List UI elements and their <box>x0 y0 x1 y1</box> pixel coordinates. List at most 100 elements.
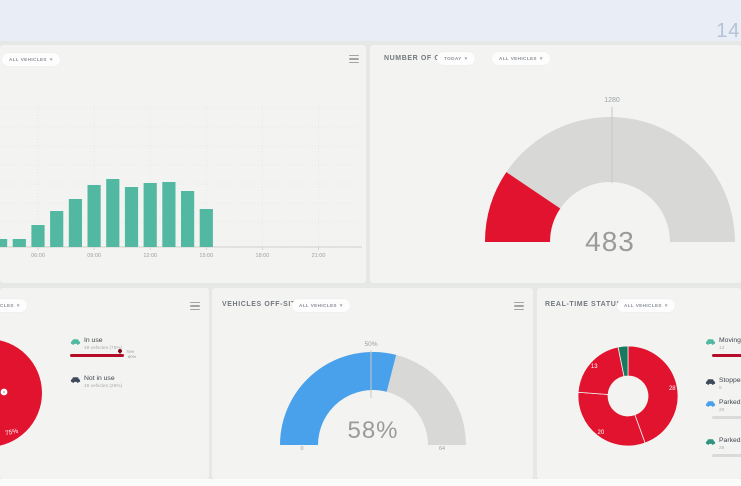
gauge-value: 58% <box>347 417 398 444</box>
bar[interactable] <box>12 239 26 247</box>
topbar: 14: <box>0 0 741 42</box>
chevron-down-icon: ▾ <box>539 55 543 62</box>
donut-segment[interactable] <box>577 391 646 447</box>
bar[interactable] <box>87 185 101 247</box>
bar[interactable] <box>181 191 195 247</box>
chevron-down-icon: ▾ <box>339 302 343 309</box>
donut-segment[interactable] <box>627 345 679 444</box>
panel-vehicles-off-site: VEHICLES OFF-SITE ALL VEHICLES ▾ 50% 58% 0… <box>212 288 533 479</box>
real-time-status-donut-chart: 28 20 13 <box>577 345 679 447</box>
realtime-legend: Moving 13 Stopped 5 Parked 20 Parked 28 <box>705 333 741 473</box>
clock: 14: <box>716 20 741 42</box>
legend-item-not-in-use[interactable]: Not in use 16 vehicles (25%) <box>70 375 190 403</box>
pie-pin-dot <box>2 390 6 394</box>
legend-label: Stopped <box>719 377 741 384</box>
time-filter-label: TODAY <box>444 56 462 61</box>
legend-item-status[interactable]: Parked 28 <box>705 437 741 465</box>
gauge-max-label: 64 <box>439 446 445 452</box>
hourly-activity-bar-chart: 06:00 09:00 12:00 15:00 18:00 21:00 <box>0 103 362 259</box>
bar[interactable] <box>0 239 8 247</box>
vehicles-filter-label: ALL VEHICLES <box>9 57 47 62</box>
menu-icon[interactable] <box>190 302 200 312</box>
bar[interactable] <box>106 179 120 247</box>
vehicles-filter-dropdown[interactable]: ALL VEHICLES ▾ <box>0 299 27 312</box>
vehicles-off-site-gauge: 50% 58% 0 64 <box>280 341 466 452</box>
car-icon <box>705 401 716 407</box>
legend-sub-label: 13 <box>719 346 725 351</box>
donut-segment[interactable] <box>617 345 629 377</box>
bar[interactable] <box>143 183 157 247</box>
gauge-min-label: 0 <box>300 446 303 452</box>
bar[interactable] <box>50 211 64 247</box>
bar[interactable] <box>162 182 176 247</box>
bar[interactable] <box>199 209 213 247</box>
gauge-fill <box>485 172 561 242</box>
legend-sub-label: 28 <box>719 446 725 451</box>
gauge-mid-label: 1280 <box>604 97 620 104</box>
vehicles-filter-dropdown[interactable]: ALL VEHICLES ▾ <box>492 52 550 65</box>
chevron-down-icon: ▾ <box>464 55 468 62</box>
car-icon <box>70 377 81 383</box>
legend-sub-label: 16 vehicles (25%) <box>84 384 123 389</box>
page-bottom-strip <box>0 479 741 486</box>
number-of-calls-gauge: 1280 483 <box>485 97 735 257</box>
legend-label: In use <box>84 337 103 344</box>
chevron-down-icon: ▾ <box>49 56 53 63</box>
x-axis-tick-label: 12:00 <box>143 253 157 259</box>
legend-item-status[interactable]: Stopped 5 <box>705 377 741 405</box>
car-icon <box>70 339 81 345</box>
panel-activity: ALL VEHICLES ▾ 06:00 09:00 12:00 15:00 18:00… <box>0 45 366 283</box>
gauge-mid-label: 50% <box>364 341 377 348</box>
bar[interactable] <box>31 225 45 247</box>
pie-slice-in-use[interactable] <box>0 339 42 447</box>
car-icon <box>705 339 716 345</box>
legend-bar <box>712 454 741 457</box>
legend-bar-marker-label: 75% <box>126 349 135 354</box>
legend-bar-marker-label: 80% <box>128 354 137 359</box>
vehicles-filter-label: ALL VEHICLES <box>299 303 337 308</box>
legend-sub-label: 20 <box>719 408 725 413</box>
legend-bar <box>70 354 124 357</box>
legend-label: Parked <box>719 399 741 406</box>
legend-label: Parked <box>719 437 741 444</box>
legend-label: Moving <box>719 337 741 344</box>
time-filter-dropdown[interactable]: TODAY ▾ <box>437 52 475 65</box>
vehicles-filter-dropdown[interactable]: ALL VEHICLES ▾ <box>2 53 60 66</box>
x-axis-tick-label: 15:00 <box>199 253 213 259</box>
menu-icon[interactable] <box>349 55 359 65</box>
donut-segment-label: 28 <box>669 386 676 392</box>
panel-real-time-status: REAL-TIME STATUS ALL VEHICLES ▾ 28 20 13 M… <box>537 288 741 479</box>
legend-item-status[interactable]: Parked 20 <box>705 399 741 427</box>
vehicles-filter-label: ALL VEHICLES <box>624 303 662 308</box>
car-icon <box>705 379 716 385</box>
vehicles-filter-dropdown[interactable]: ALL VEHICLES ▾ <box>617 299 675 312</box>
panel-number-of-calls: NUMBER OF CALLS TODAY ▾ ALL VEHICLES ▾ 1… <box>370 45 741 283</box>
donut-segment-label: 13 <box>591 364 598 370</box>
car-icon <box>705 439 716 445</box>
x-axis-tick-label: 21:00 <box>312 253 326 259</box>
chevron-down-icon: ▾ <box>16 302 20 309</box>
menu-icon[interactable] <box>514 302 524 312</box>
panel-title: VEHICLES OFF-SITE <box>222 301 302 308</box>
gauge-value: 483 <box>585 226 635 257</box>
panel-title: REAL-TIME STATUS <box>545 301 622 308</box>
donut-segment[interactable] <box>577 346 625 395</box>
legend-bar <box>712 416 741 419</box>
bar[interactable] <box>124 187 139 247</box>
bar[interactable] <box>68 199 82 247</box>
x-axis-tick-label: 18:00 <box>256 253 270 259</box>
x-axis-tick-label: 09:00 <box>87 253 101 259</box>
vehicles-filter-label: ALL VEHICLES <box>499 56 537 61</box>
legend-sub-label: 48 vehicles (75%) <box>84 346 123 351</box>
legend-item-in-use[interactable]: In use 48 vehicles (75%) 75% 80% <box>70 337 190 365</box>
donut-segment-label: 20 <box>597 430 604 436</box>
chevron-down-icon: ▾ <box>664 302 668 309</box>
legend-item-status[interactable]: Moving 13 <box>705 337 741 365</box>
gauge-fill <box>280 352 397 445</box>
panel-title: NUMBER OF CALLS <box>384 55 461 62</box>
panel-vehicle-usage: ALL VEHICLES ▾ 75% In use 48 vehicles (75… <box>0 288 209 479</box>
legend-bar <box>712 354 741 357</box>
vehicle-usage-pie-chart: 75% <box>0 339 42 447</box>
vehicles-filter-dropdown[interactable]: ALL VEHICLES ▾ <box>292 299 350 312</box>
vehicles-filter-label: ALL VEHICLES <box>0 303 14 308</box>
